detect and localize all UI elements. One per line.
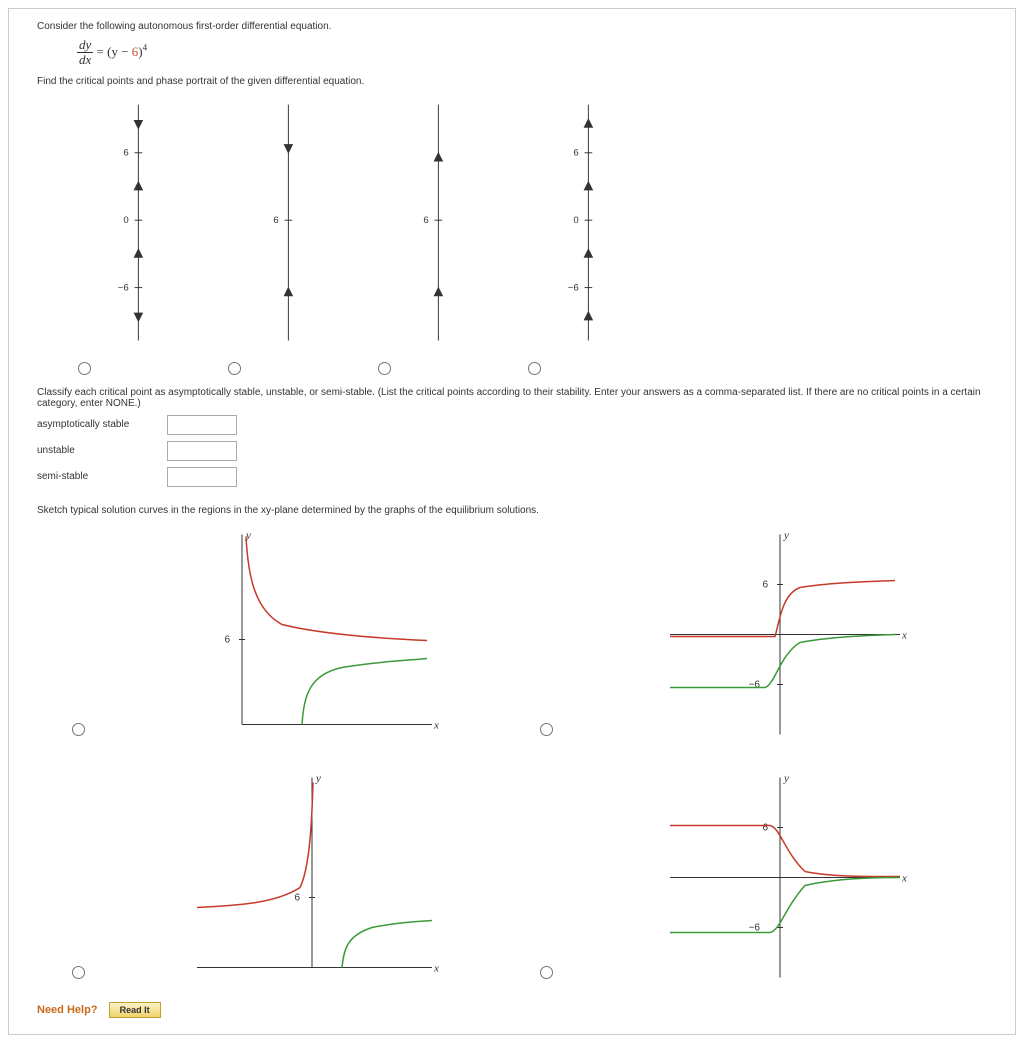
solution-plot-cell: yx6 bbox=[182, 522, 520, 745]
phase-option: 6 bbox=[217, 95, 327, 375]
eq-exponent: 4 bbox=[143, 42, 148, 52]
phase-radio[interactable] bbox=[528, 362, 541, 375]
classify-label: semi-stable bbox=[37, 471, 167, 482]
read-it-button[interactable]: Read It bbox=[109, 1002, 161, 1018]
phase-portrait-svg: 6 bbox=[217, 95, 327, 355]
phase-radio[interactable] bbox=[228, 362, 241, 375]
svg-text:y: y bbox=[315, 772, 321, 784]
svg-text:x: x bbox=[433, 962, 439, 974]
need-help-label: Need Help? bbox=[37, 1004, 98, 1016]
solution-radio[interactable] bbox=[540, 723, 553, 736]
sketch-prompt: Sketch typical solution curves in the re… bbox=[37, 505, 987, 516]
svg-text:x: x bbox=[901, 629, 907, 641]
solution-plot-svg: yx6−6 bbox=[650, 765, 910, 985]
equation: dy dx = (y − 6)4 bbox=[77, 38, 987, 68]
phase-portrait-svg: 6 0 −6 bbox=[517, 95, 627, 355]
solution-plot-svg: y x 6 −6 bbox=[650, 522, 910, 742]
solution-plot-cell: yx6−6 bbox=[650, 765, 988, 988]
problem-container: Consider the following autonomous first-… bbox=[8, 8, 1016, 1035]
phase-option: 6 0 −6 bbox=[67, 95, 177, 375]
svg-text:6: 6 bbox=[273, 215, 278, 226]
solution-curve-options: yx6yx6−6yx6yx6−6 bbox=[67, 522, 987, 988]
solution-plot-svg: yx6 bbox=[182, 522, 442, 742]
classify-row: semi-stable bbox=[37, 467, 987, 487]
solution-radio[interactable] bbox=[72, 723, 85, 736]
solution-plot-svg: y x 6 bbox=[182, 765, 442, 985]
svg-text:6: 6 bbox=[224, 634, 230, 645]
svg-text:−6: −6 bbox=[568, 282, 579, 293]
svg-text:0: 0 bbox=[123, 215, 128, 226]
classify-input[interactable] bbox=[167, 441, 237, 461]
eq-denominator: dx bbox=[77, 53, 93, 67]
classify-label: asymptotically stable bbox=[37, 419, 167, 430]
svg-text:x: x bbox=[433, 719, 439, 731]
classify-prompt: Classify each critical point as asymptot… bbox=[37, 387, 987, 409]
need-help: Need Help? Read It bbox=[37, 1002, 987, 1018]
svg-text:−6: −6 bbox=[118, 282, 129, 293]
classify-row: asymptotically stable bbox=[37, 415, 987, 435]
classify-block: Classify each critical point as asymptot… bbox=[37, 387, 987, 487]
eq-rhs-prefix: = (y − bbox=[97, 44, 132, 59]
phase-radio[interactable] bbox=[78, 362, 91, 375]
svg-text:0: 0 bbox=[573, 215, 578, 226]
phase-radio[interactable] bbox=[378, 362, 391, 375]
solution-radio-cell bbox=[67, 720, 166, 745]
svg-text:6: 6 bbox=[762, 579, 768, 590]
phase-option: 6 0 −6 bbox=[517, 95, 627, 375]
svg-text:−6: −6 bbox=[748, 679, 760, 690]
svg-text:y: y bbox=[783, 772, 789, 784]
svg-text:6: 6 bbox=[762, 822, 768, 833]
classify-label: unstable bbox=[37, 445, 167, 456]
problem-intro: Consider the following autonomous first-… bbox=[37, 21, 987, 32]
svg-text:y: y bbox=[783, 529, 789, 541]
svg-text:6: 6 bbox=[294, 892, 300, 903]
phase-portrait-svg: 6 0 −6 bbox=[67, 95, 177, 355]
eq-numerator: dy bbox=[77, 38, 93, 53]
svg-text:6: 6 bbox=[423, 215, 428, 226]
classify-input[interactable] bbox=[167, 415, 237, 435]
solution-plot-cell: y x 6 bbox=[182, 765, 520, 988]
solution-radio[interactable] bbox=[72, 966, 85, 979]
find-prompt: Find the critical points and phase portr… bbox=[37, 76, 987, 87]
classify-input[interactable] bbox=[167, 467, 237, 487]
solution-plot-cell: y x 6 −6 bbox=[650, 522, 988, 745]
svg-text:x: x bbox=[901, 872, 907, 884]
svg-text:6: 6 bbox=[123, 147, 128, 158]
solution-radio-cell bbox=[67, 963, 166, 988]
svg-text:6: 6 bbox=[573, 147, 578, 158]
classify-row: unstable bbox=[37, 441, 987, 461]
phase-portrait-svg: 6 bbox=[367, 95, 477, 355]
solution-radio-cell bbox=[535, 720, 634, 745]
solution-radio[interactable] bbox=[540, 966, 553, 979]
phase-portrait-options: 6 0 −6 6 6 6 0 −6 bbox=[67, 95, 987, 375]
solution-radio-cell bbox=[535, 963, 634, 988]
phase-option: 6 bbox=[367, 95, 477, 375]
